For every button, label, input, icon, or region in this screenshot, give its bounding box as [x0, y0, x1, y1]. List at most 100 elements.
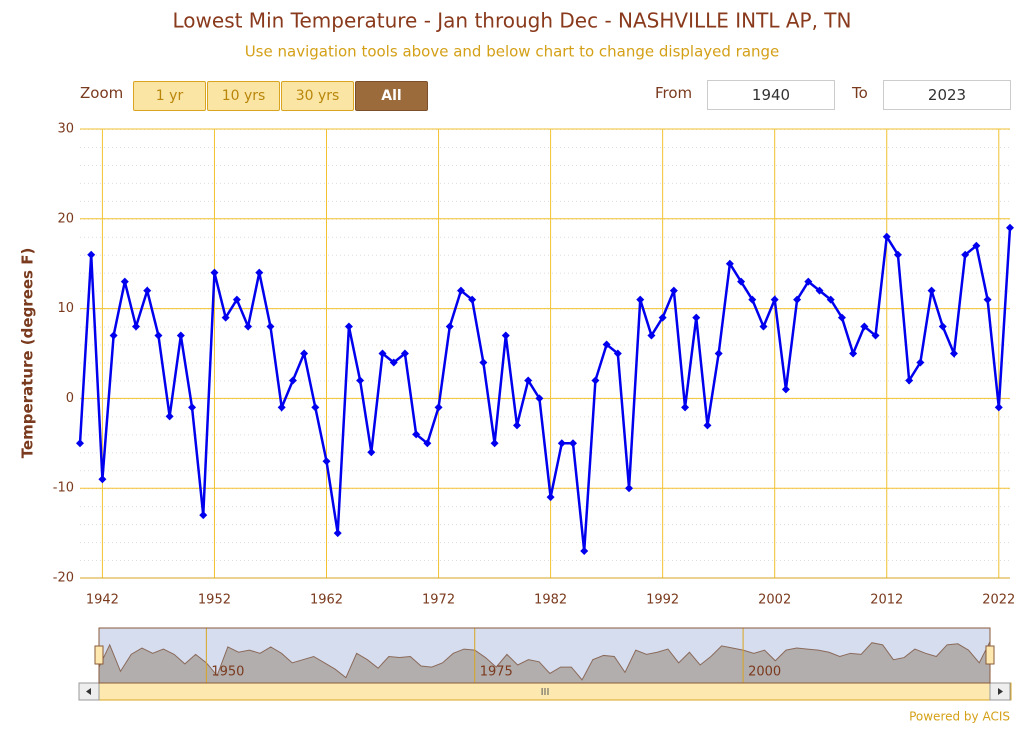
data-point: [277, 403, 286, 412]
data-point: [961, 250, 970, 259]
data-point: [165, 412, 174, 421]
data-point: [770, 295, 779, 304]
data-point: [938, 322, 947, 331]
data-point: [804, 277, 813, 286]
zoom-button[interactable]: 1 yr: [133, 81, 206, 111]
data-point: [445, 322, 454, 331]
series-line: [78, 227, 1012, 552]
navigator-tick-label: 2000: [748, 665, 781, 680]
data-point: [972, 241, 981, 250]
data-point: [221, 313, 230, 322]
data-point: [524, 376, 533, 385]
data-point: [344, 322, 353, 331]
y-tick-label: 10: [57, 301, 74, 316]
chart-subtitle: Use navigation tools above and below cha…: [245, 43, 780, 61]
data-point: [994, 403, 1003, 412]
from-input[interactable]: 1940: [707, 80, 835, 110]
data-point: [849, 349, 858, 358]
data-point: [714, 349, 723, 358]
x-tick-label: 1992: [646, 593, 679, 608]
chart-title: Lowest Min Temperature - Jan through Dec…: [173, 9, 852, 33]
data-point: [983, 295, 992, 304]
data-point: [479, 358, 488, 367]
data-point: [176, 331, 185, 340]
data-point: [546, 493, 555, 502]
data-point: [300, 349, 309, 358]
data-point: [143, 286, 152, 295]
data-point: [759, 322, 768, 331]
data-point: [826, 295, 835, 304]
zoom-label: Zoom: [80, 84, 124, 102]
data-point: [893, 250, 902, 259]
data-point: [837, 313, 846, 322]
data-point: [490, 439, 499, 448]
data-point: [602, 340, 611, 349]
navigator-handle[interactable]: [985, 645, 995, 665]
scrollbar-grip[interactable]: III: [541, 687, 550, 698]
navigator-tick-label: 1950: [211, 665, 244, 680]
data-point: [468, 295, 477, 304]
y-tick-label: 20: [57, 211, 74, 226]
data-point: [748, 295, 757, 304]
x-tick-label: 1952: [198, 593, 231, 608]
data-point: [916, 358, 925, 367]
to-input[interactable]: 2023: [883, 80, 1011, 110]
data-point: [703, 421, 712, 430]
data-point: [255, 268, 264, 277]
data-point: [613, 349, 622, 358]
x-tick-label: 1972: [422, 593, 455, 608]
data-point: [389, 358, 398, 367]
data-point: [132, 322, 141, 331]
data-point: [434, 403, 443, 412]
data-point: [725, 259, 734, 268]
data-point: [244, 322, 253, 331]
data-point: [905, 376, 914, 385]
data-point: [188, 403, 197, 412]
data-point: [322, 457, 331, 466]
data-point: [580, 547, 589, 556]
data-point: [569, 439, 578, 448]
data-point: [557, 439, 566, 448]
credit: Powered by ACIS: [909, 710, 1010, 724]
data-point: [882, 232, 891, 241]
data-point: [109, 331, 118, 340]
data-point: [232, 295, 241, 304]
data-point: [658, 313, 667, 322]
navigator-area: [98, 641, 991, 684]
data-point: [871, 331, 880, 340]
minor-grid: [80, 129, 1010, 578]
x-tick-label: 1962: [310, 593, 343, 608]
y-axis-title: Temperature (degrees F): [19, 248, 37, 459]
y-tick-label: 0: [66, 391, 74, 406]
data-point: [333, 529, 342, 538]
data-point: [400, 349, 409, 358]
y-tick-label: -10: [53, 481, 74, 496]
data-point: [781, 385, 790, 394]
data-point: [98, 475, 107, 484]
data-point: [199, 511, 208, 520]
data-point: [591, 376, 600, 385]
data-point: [949, 349, 958, 358]
data-point: [860, 322, 869, 331]
data-point: [423, 439, 432, 448]
x-tick-label: 1982: [534, 593, 567, 608]
zoom-button[interactable]: 30 yrs: [281, 81, 354, 111]
to-label: To: [852, 84, 868, 102]
navigator-handle[interactable]: [94, 645, 104, 665]
x-tick-label: 1942: [86, 593, 119, 608]
zoom-button[interactable]: All: [355, 81, 428, 111]
data-point: [535, 394, 544, 403]
x-tick-label: 2022: [982, 593, 1015, 608]
x-tick-label: 2002: [758, 593, 791, 608]
data-point: [120, 277, 129, 286]
zoom-button[interactable]: 10 yrs: [207, 81, 280, 111]
data-point: [456, 286, 465, 295]
data-point: [87, 250, 96, 259]
data-point: [636, 295, 645, 304]
data-point: [625, 484, 634, 493]
data-point: [288, 376, 297, 385]
data-point: [793, 295, 802, 304]
navigator-tick-label: 1975: [480, 665, 513, 680]
data-point: [154, 331, 163, 340]
